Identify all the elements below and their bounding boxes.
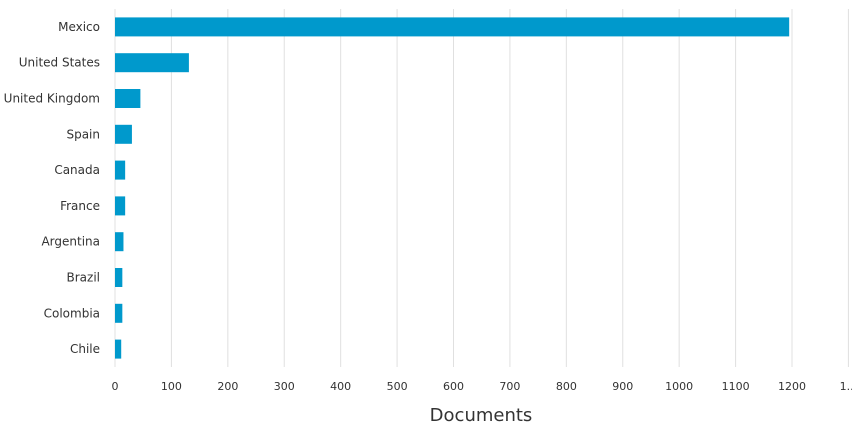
x-tick-label: 400 <box>330 380 351 393</box>
x-axis-ticks: 0 100 200 300 400 500 600 700 800 900 1000 1100 1200… <box>112 380 852 393</box>
bar <box>115 303 123 323</box>
x-tick-label: 0 <box>112 380 119 393</box>
category-labels: Mexico United States United Kingdom Spain Ca… <box>4 20 100 356</box>
bar <box>115 196 126 216</box>
bar <box>115 89 141 108</box>
bar <box>115 339 122 359</box>
category-label: France <box>60 199 100 213</box>
x-tick-label: 1... <box>840 380 852 393</box>
x-tick-label: 500 <box>387 380 408 393</box>
bar <box>115 232 124 252</box>
category-label: Argentina <box>41 235 100 249</box>
x-tick-label: 700 <box>499 380 520 393</box>
category-label: Canada <box>54 163 100 177</box>
bar <box>115 53 189 73</box>
bar <box>115 17 790 37</box>
category-label: United States <box>19 56 100 70</box>
x-tick-label: 1100 <box>722 380 750 393</box>
x-tick-label: 800 <box>556 380 577 393</box>
category-label: Spain <box>66 127 100 141</box>
bar <box>115 124 132 144</box>
bar <box>115 160 126 180</box>
x-tick-label: 1000 <box>665 380 693 393</box>
category-label: Brazil <box>67 271 101 285</box>
bars <box>115 17 790 359</box>
x-tick-label: 1200 <box>778 380 806 393</box>
x-tick-label: 300 <box>274 380 295 393</box>
category-label: Chile <box>70 342 100 356</box>
gridlines <box>114 9 849 367</box>
x-tick-label: 200 <box>217 380 238 393</box>
category-label: Mexico <box>58 20 100 34</box>
x-axis-title: Documents <box>430 405 533 426</box>
x-tick-label: 600 <box>443 380 464 393</box>
category-label: United Kingdom <box>4 92 100 106</box>
bar <box>115 268 123 287</box>
category-label: Colombia <box>44 306 100 320</box>
x-tick-label: 900 <box>612 380 633 393</box>
x-tick-label: 100 <box>161 380 182 393</box>
